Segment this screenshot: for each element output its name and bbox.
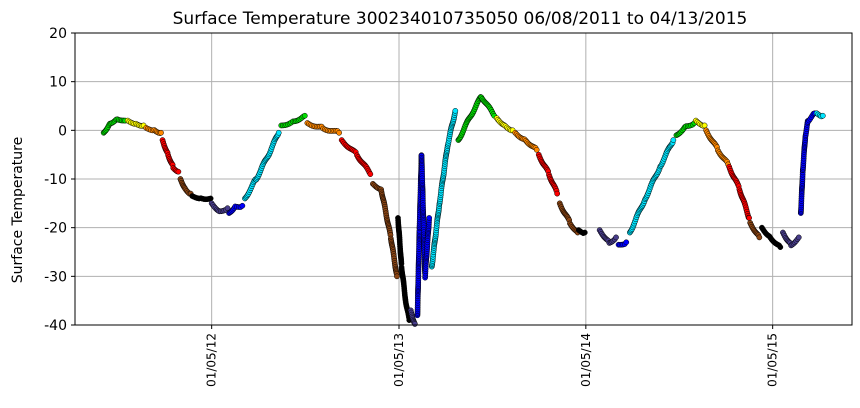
- x-tick-label: 01/05/15: [766, 333, 780, 387]
- y-tick-label: 10: [49, 75, 67, 91]
- data-series: [208, 200, 231, 215]
- y-tick-label: 20: [49, 26, 67, 42]
- data-series: [455, 94, 498, 143]
- data-point: [412, 321, 418, 327]
- y-tick-label: 0: [58, 123, 67, 139]
- data-point: [452, 108, 459, 114]
- y-tick-label: -30: [44, 269, 67, 285]
- data-point: [581, 229, 588, 236]
- data-series: [338, 137, 374, 177]
- data-series: [813, 110, 826, 120]
- data-point: [756, 234, 763, 241]
- data-point: [701, 122, 708, 129]
- data-points: [100, 94, 826, 327]
- data-series: [407, 307, 418, 327]
- data-series: [780, 229, 802, 249]
- data-series: [556, 200, 581, 236]
- data-series: [242, 129, 282, 202]
- data-point: [795, 234, 802, 241]
- data-point: [623, 239, 630, 246]
- x-tick-label: 01/05/12: [205, 333, 219, 387]
- chart-title: Surface Temperature 300234010735050 06/0…: [173, 9, 748, 29]
- data-point: [275, 129, 282, 136]
- x-axis-ticks: 01/05/12 01/05/13 01/05/14 01/05/15: [205, 325, 780, 387]
- data-series: [189, 193, 214, 203]
- data-series: [278, 112, 308, 129]
- y-tick-label: -20: [44, 221, 67, 237]
- data-point: [367, 171, 374, 177]
- data-point: [426, 215, 433, 221]
- data-point: [175, 168, 182, 175]
- data-series: [693, 117, 708, 129]
- data-series: [177, 176, 194, 197]
- data-series: [703, 127, 731, 168]
- data-point: [207, 195, 214, 202]
- data-point: [777, 244, 784, 250]
- data-series: [535, 151, 561, 197]
- data-series: [370, 181, 400, 280]
- y-axis-ticks: -40 -30 -20 -10 0 10 20: [44, 26, 75, 334]
- data-series: [124, 117, 147, 129]
- data-point: [554, 190, 561, 197]
- data-point: [336, 129, 342, 136]
- data-series: [100, 116, 129, 136]
- data-point: [394, 273, 400, 280]
- data-series: [304, 120, 342, 136]
- data-point: [301, 112, 308, 119]
- data-series: [627, 137, 677, 236]
- data-point: [613, 234, 619, 241]
- data-series: [512, 129, 540, 153]
- data-series: [726, 163, 752, 221]
- data-series: [747, 219, 763, 241]
- data-point: [746, 215, 752, 221]
- data-series: [414, 152, 433, 319]
- data-series: [615, 239, 630, 248]
- data-series: [797, 110, 818, 216]
- data-point: [533, 146, 540, 153]
- x-tick-label: 01/05/13: [392, 333, 406, 387]
- data-series: [575, 227, 588, 237]
- data-series: [596, 227, 619, 246]
- data-point: [239, 202, 246, 209]
- x-tick-label: 01/05/14: [579, 333, 593, 387]
- data-point: [158, 129, 164, 136]
- data-series: [759, 224, 784, 250]
- data-series: [493, 115, 516, 134]
- data-point: [819, 112, 826, 119]
- data-series: [159, 137, 182, 175]
- data-series: [143, 125, 164, 136]
- y-tick-label: -10: [44, 172, 67, 188]
- data-point: [670, 137, 677, 143]
- data-series: [226, 202, 246, 216]
- y-tick-label: -40: [44, 318, 67, 334]
- data-series: [428, 108, 459, 270]
- data-series: [673, 120, 698, 139]
- y-axis-label: Surface Temperature: [10, 137, 26, 283]
